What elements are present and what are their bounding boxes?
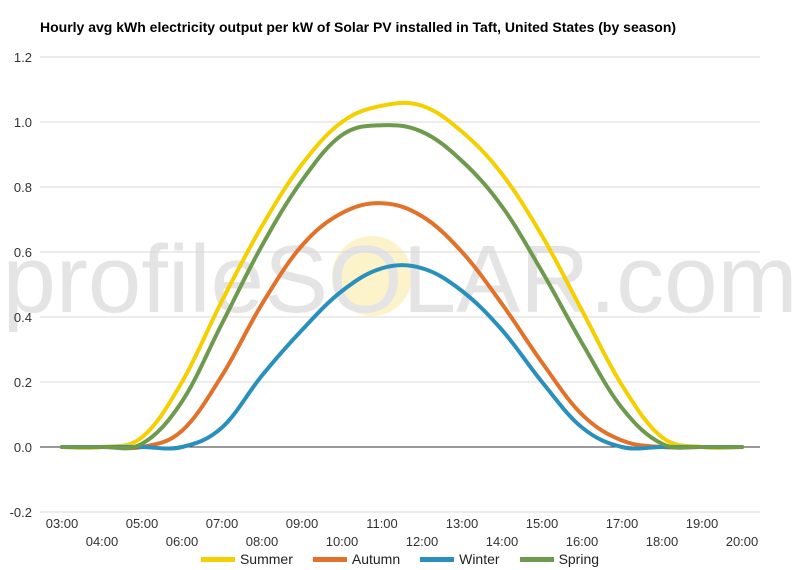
- legend-swatch: [519, 556, 554, 562]
- x-tick-label: 12:00: [406, 534, 439, 549]
- x-tick-label: 05:00: [126, 516, 159, 531]
- y-axis-ticks: -0.2 0.0 0.2 0.4 0.6 0.8 1.0 1.2: [10, 50, 32, 520]
- series-lines: [60, 100, 744, 451]
- x-tick-label: 15:00: [526, 516, 559, 531]
- y-tick-label: 0.6: [14, 245, 32, 260]
- legend-item-spring[interactable]: Spring: [519, 549, 600, 569]
- watermark-sun: [332, 236, 412, 316]
- y-tick-label: 0.4: [14, 310, 32, 325]
- legend-swatch: [200, 556, 235, 562]
- x-tick-label: 20:00: [726, 534, 759, 549]
- legend-swatch: [420, 556, 455, 562]
- legend-swatch: [312, 556, 347, 562]
- x-tick-label: 13:00: [446, 516, 479, 531]
- legend-item-autumn[interactable]: Autumn: [312, 549, 401, 569]
- series-line-winter: [60, 263, 744, 451]
- legend-label: Winter: [459, 551, 500, 567]
- series-line-summer: [60, 100, 744, 450]
- y-tick-label: 1.0: [14, 115, 32, 130]
- x-tick-label: 03:00: [46, 516, 79, 531]
- y-tick-label: 1.2: [14, 50, 32, 65]
- x-tick-label: 17:00: [606, 516, 639, 531]
- y-tick-label: 0.0: [14, 440, 32, 455]
- x-tick-label: 11:00: [366, 516, 398, 531]
- legend-item-winter[interactable]: Winter: [420, 549, 500, 569]
- x-tick-label: 09:00: [286, 516, 319, 531]
- x-tick-label: 18:00: [646, 534, 679, 549]
- x-tick-label: 10:00: [326, 534, 359, 549]
- x-axis-ticks: 03:00 04:00 05:00 06:00 07:00 08:00 09:00 10:00…: [46, 516, 759, 549]
- legend-item-summer[interactable]: Summer: [200, 549, 293, 569]
- watermark-text: profileSOLAR.com: [3, 226, 798, 333]
- x-tick-label: 16:00: [566, 534, 599, 549]
- x-tick-label: 08:00: [246, 534, 279, 549]
- grid: [40, 56, 760, 513]
- legend: Summer Autumn Winter Spring: [0, 549, 800, 569]
- watermark: profileSOLAR.com: [3, 226, 798, 333]
- series-line-spring: [60, 123, 744, 451]
- legend-label: Autumn: [351, 551, 401, 567]
- x-tick-label: 06:00: [166, 534, 199, 549]
- y-tick-label: -0.2: [10, 505, 32, 520]
- chart-title: Hourly avg kWh electricity output per kW…: [40, 19, 677, 35]
- x-tick-label: 04:00: [86, 534, 119, 549]
- legend-label: Spring: [558, 551, 600, 567]
- series-line-autumn: [60, 201, 744, 451]
- y-tick-label: 0.2: [14, 375, 32, 390]
- x-tick-label: 19:00: [686, 516, 719, 531]
- x-tick-label: 07:00: [206, 516, 239, 531]
- y-tick-label: 0.8: [14, 180, 32, 195]
- x-tick-label: 14:00: [486, 534, 519, 549]
- legend-label: Summer: [239, 551, 293, 567]
